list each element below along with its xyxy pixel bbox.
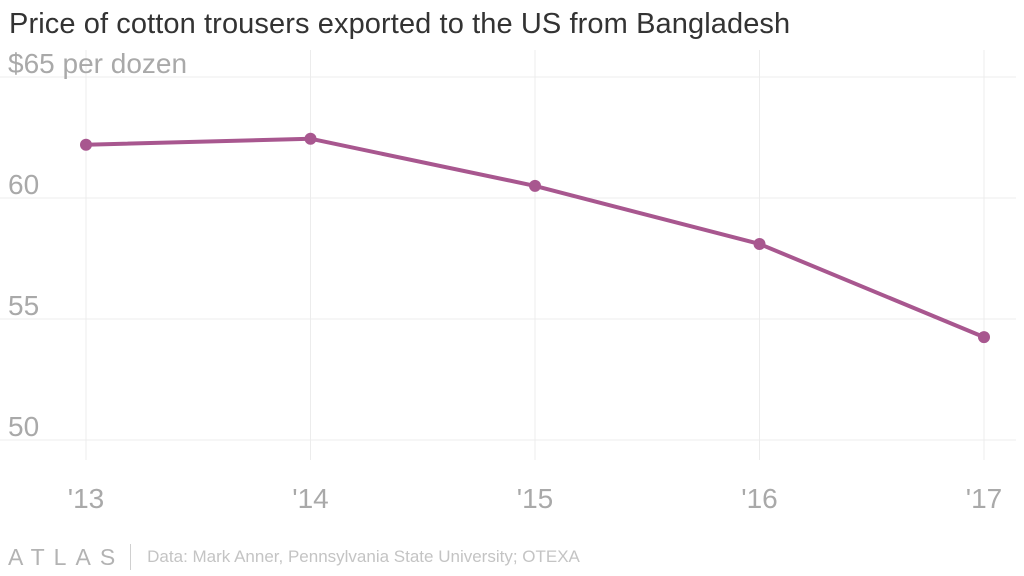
y-tick-label: $65 per dozen (8, 48, 187, 79)
x-tick-label: '15 (517, 483, 554, 514)
atlas-logo[interactable]: ATLAS (8, 543, 125, 570)
data-point (529, 179, 541, 192)
source-note: Data: Mark Anner, Pennsylvania State Uni… (147, 547, 580, 566)
x-tick-label: '17 (966, 483, 1003, 514)
data-point (978, 331, 990, 344)
data-point (304, 132, 317, 145)
y-tick-label: 50 (8, 411, 39, 442)
x-tick-label: '16 (741, 483, 778, 514)
data-point (80, 138, 92, 151)
footer: ATLAS Data: Mark Anner, Pennsylvania Sta… (8, 540, 580, 574)
y-tick-label: 60 (8, 169, 39, 200)
footer-divider (130, 544, 132, 570)
x-tick-label: '13 (68, 483, 105, 514)
y-tick-label: 55 (8, 290, 39, 321)
x-tick-label: '14 (292, 483, 329, 514)
chart-title: Price of cotton trousers exported to the… (9, 8, 791, 40)
data-point (753, 237, 766, 250)
line-chart: 50 55 60 $65 per dozen '13 '14 '15 '16 '17 (0, 48, 1016, 514)
